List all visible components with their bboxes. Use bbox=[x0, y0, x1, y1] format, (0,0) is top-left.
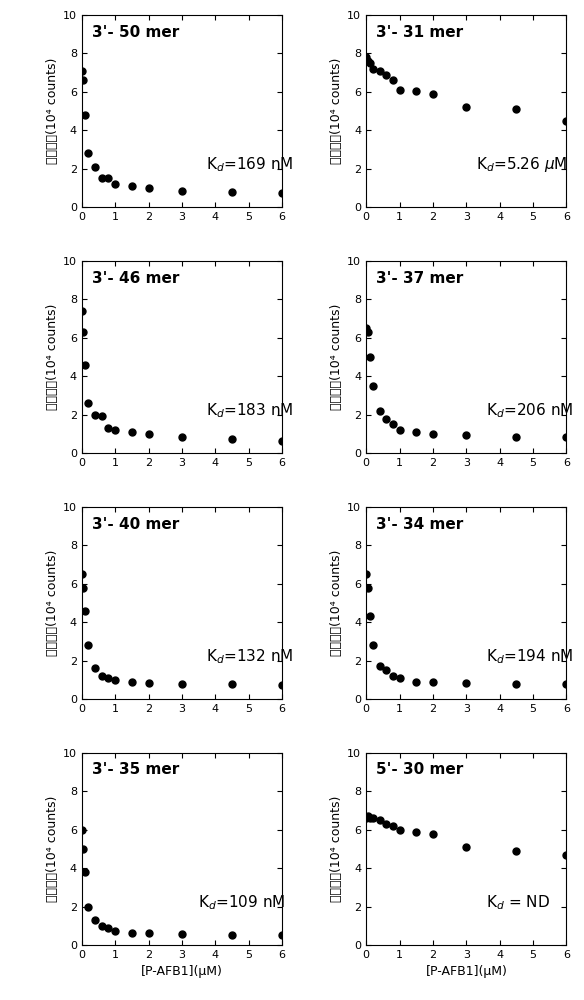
Text: 3'- 37 mer: 3'- 37 mer bbox=[376, 271, 464, 286]
Text: K$_d$=109 nM: K$_d$=109 nM bbox=[198, 893, 286, 912]
Y-axis label: 荧光强度(10⁴ counts): 荧光强度(10⁴ counts) bbox=[330, 58, 343, 164]
Text: K$_d$=194 nM: K$_d$=194 nM bbox=[486, 647, 573, 666]
Y-axis label: 荧光强度(10⁴ counts): 荧光强度(10⁴ counts) bbox=[330, 304, 343, 410]
Text: 3'- 31 mer: 3'- 31 mer bbox=[376, 25, 463, 40]
Text: 5'- 30 mer: 5'- 30 mer bbox=[376, 762, 464, 777]
Text: K$_d$=169 nM: K$_d$=169 nM bbox=[206, 156, 293, 174]
Y-axis label: 荧光强度(10⁴ counts): 荧光强度(10⁴ counts) bbox=[46, 58, 59, 164]
Text: K$_d$=132 nM: K$_d$=132 nM bbox=[206, 647, 293, 666]
Y-axis label: 荧光强度(10⁴ counts): 荧光强度(10⁴ counts) bbox=[46, 304, 59, 410]
Text: 3'- 40 mer: 3'- 40 mer bbox=[92, 517, 179, 532]
Text: K$_d$=206 nM: K$_d$=206 nM bbox=[486, 401, 573, 420]
Text: 3'- 35 mer: 3'- 35 mer bbox=[92, 762, 179, 777]
Text: K$_d$=183 nM: K$_d$=183 nM bbox=[206, 401, 293, 420]
Text: 3'- 46 mer: 3'- 46 mer bbox=[92, 271, 179, 286]
Text: K$_d$=5.26 $\mu$M: K$_d$=5.26 $\mu$M bbox=[477, 155, 568, 174]
Y-axis label: 荧光强度(10⁴ counts): 荧光强度(10⁴ counts) bbox=[330, 550, 343, 656]
Text: K$_d$ = ND: K$_d$ = ND bbox=[486, 893, 550, 912]
Text: 3'- 34 mer: 3'- 34 mer bbox=[376, 517, 464, 532]
Text: 3'- 50 mer: 3'- 50 mer bbox=[92, 25, 179, 40]
X-axis label: [P-AFB1](μM): [P-AFB1](μM) bbox=[141, 965, 223, 978]
Y-axis label: 荧光强度(10⁴ counts): 荧光强度(10⁴ counts) bbox=[46, 550, 59, 656]
Y-axis label: 荧光强度(10⁴ counts): 荧光强度(10⁴ counts) bbox=[46, 796, 59, 902]
X-axis label: [P-AFB1](μM): [P-AFB1](μM) bbox=[425, 965, 507, 978]
Y-axis label: 荧光强度(10⁴ counts): 荧光强度(10⁴ counts) bbox=[330, 796, 343, 902]
